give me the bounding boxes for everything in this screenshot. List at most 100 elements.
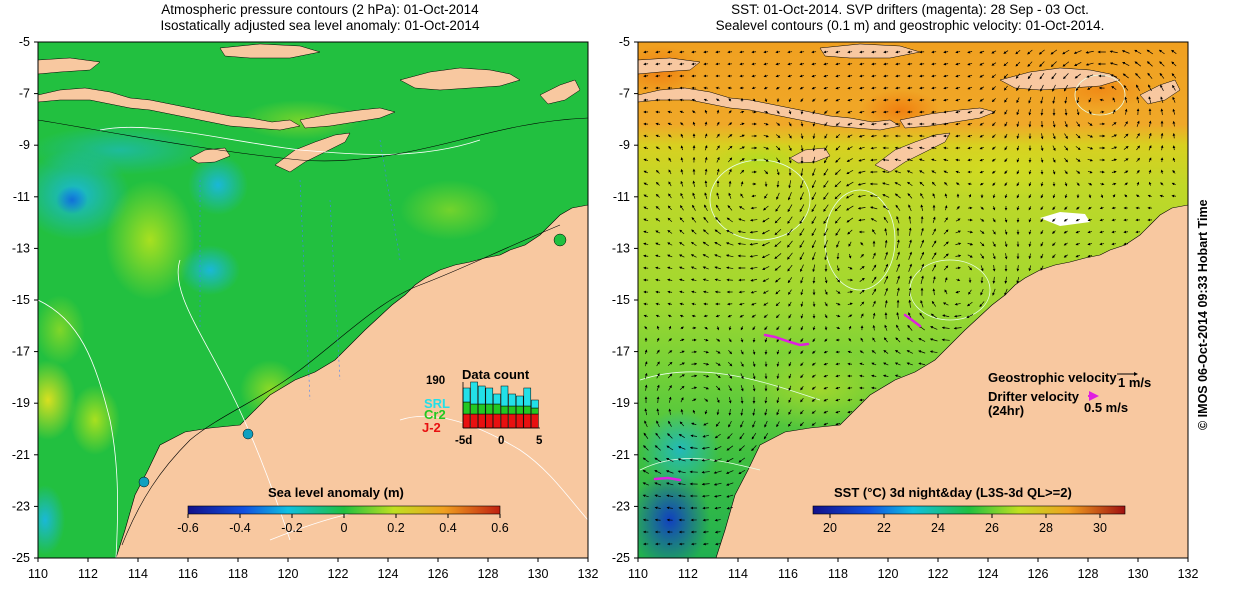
- velocity-arrow: [955, 134, 961, 138]
- geo-velocity-scale: 1 m/s: [1118, 375, 1151, 390]
- velocity-arrow: [943, 98, 949, 102]
- velocity-arrow: [1064, 194, 1068, 199]
- velocity-arrow: [739, 302, 745, 306]
- velocity-arrow: [787, 74, 792, 78]
- inset-bar-cr2: [462, 401, 471, 415]
- velocity-arrow: [800, 313, 804, 319]
- velocity-arrow: [763, 134, 769, 138]
- velocity-arrow: [1052, 218, 1056, 222]
- velocity-arrow: [992, 194, 996, 199]
- right-ytick-label: -25: [612, 551, 630, 565]
- velocity-arrow: [1040, 230, 1044, 235]
- velocity-arrow: [691, 290, 697, 294]
- velocity-arrow: [788, 145, 792, 152]
- inset-bar-cr2: [531, 407, 539, 415]
- velocity-arrow: [713, 470, 722, 474]
- inset-bar-cr2: [508, 405, 516, 415]
- velocity-arrow: [955, 74, 961, 78]
- velocity-arrow: [931, 300, 937, 307]
- velocity-arrow: [1109, 62, 1118, 66]
- inset-bar-cr2: [477, 403, 486, 415]
- velocity-arrow: [763, 50, 769, 54]
- velocity-arrow: [1087, 218, 1092, 222]
- velocity-arrow: [1110, 74, 1118, 78]
- velocity-arrow: [800, 264, 804, 273]
- velocity-arrow: [920, 192, 924, 199]
- velocity-arrow: [895, 337, 901, 343]
- velocity-arrow: [1040, 253, 1044, 259]
- left-ytick-label: -21: [12, 448, 30, 462]
- velocity-arrow: [654, 445, 661, 451]
- velocity-arrow: [943, 50, 949, 54]
- velocity-arrow: [835, 62, 841, 66]
- left-xtick-label: 122: [328, 567, 349, 581]
- velocity-arrow: [704, 192, 708, 200]
- velocity-arrow: [1148, 84, 1152, 92]
- velocity-arrow: [691, 98, 696, 102]
- velocity-arrow: [883, 86, 889, 90]
- velocity-arrow: [1040, 133, 1044, 140]
- velocity-arrow: [643, 50, 649, 54]
- velocity-arrow: [859, 301, 865, 307]
- data-count-inset: Data count 190 SRL Cr2 J-2 -5d 0 5: [422, 367, 543, 447]
- velocity-arrow: [739, 314, 744, 318]
- velocity-arrow: [763, 74, 768, 78]
- velocity-arrow: [716, 98, 720, 102]
- velocity-arrow: [811, 410, 816, 414]
- velocity-arrow: [728, 373, 733, 379]
- velocity-arrow: [680, 133, 684, 138]
- velocity-arrow: [967, 50, 973, 54]
- velocity-arrow: [1004, 194, 1008, 199]
- velocity-arrow: [692, 192, 696, 199]
- left-island-timor: [274, 132, 351, 173]
- velocity-arrow: [942, 302, 949, 306]
- velocity-arrow: [1052, 206, 1056, 210]
- velocity-arrow: [751, 432, 757, 440]
- velocity-arrow: [955, 62, 961, 66]
- velocity-arrow: [943, 158, 949, 162]
- velocity-arrow: [858, 170, 866, 174]
- left-marker-1: [242, 428, 254, 440]
- velocity-arrow: [763, 158, 769, 162]
- velocity-arrow: [1063, 218, 1068, 222]
- velocity-arrow: [896, 287, 900, 296]
- velocity-arrow: [775, 134, 781, 138]
- velocity-arrow: [896, 251, 900, 260]
- velocity-arrow: [848, 314, 853, 318]
- velocity-arrow: [967, 122, 973, 126]
- velocity-arrow: [751, 74, 756, 78]
- velocity-arrow: [955, 230, 962, 234]
- left-xtick-label: 110: [28, 567, 48, 581]
- velocity-arrow: [1016, 145, 1020, 151]
- velocity-arrow: [774, 253, 782, 259]
- velocity-arrow: [1123, 242, 1129, 246]
- velocity-arrow: [690, 278, 697, 282]
- velocity-arrow: [762, 266, 770, 270]
- velocity-arrow: [931, 86, 937, 90]
- velocity-arrow: [799, 62, 805, 66]
- velocity-arrow: [1099, 230, 1105, 234]
- velocity-arrow: [680, 168, 684, 175]
- left-island-sumba: [189, 147, 231, 164]
- velocity-arrow: [799, 86, 804, 90]
- velocity-arrow: [727, 134, 733, 138]
- velocity-arrow: [884, 251, 888, 260]
- velocity-arrow: [643, 206, 649, 210]
- velocity-arrow: [788, 110, 792, 115]
- velocity-arrow: [713, 458, 722, 462]
- velocity-arrow: [775, 289, 781, 295]
- velocity-arrow: [847, 290, 854, 294]
- left-ytick-label: -25: [12, 551, 30, 565]
- velocity-arrow: [800, 301, 804, 307]
- velocity-arrow: [836, 326, 841, 330]
- velocity-arrow: [823, 192, 829, 200]
- velocity-arrow: [776, 157, 780, 163]
- velocity-arrow: [835, 145, 841, 151]
- velocity-arrow: [775, 50, 781, 54]
- velocity-arrow: [859, 350, 864, 354]
- velocity-arrow: [872, 312, 876, 319]
- velocity-arrow: [920, 239, 925, 248]
- velocity-arrow: [654, 482, 662, 486]
- velocity-arrow: [728, 168, 732, 175]
